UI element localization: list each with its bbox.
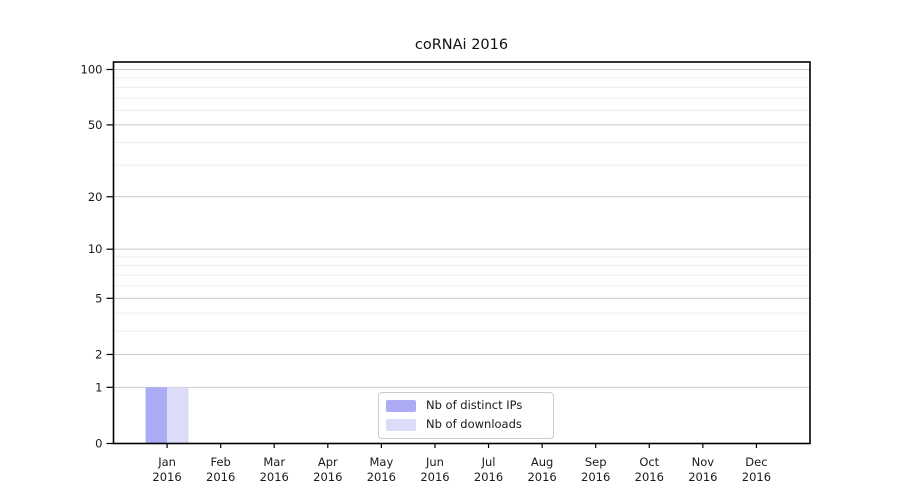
- y-tick-label: 50: [88, 118, 103, 132]
- x-tick-label-year: 2016: [367, 470, 396, 484]
- y-tick-label: 0: [95, 437, 102, 451]
- x-tick-label-year: 2016: [420, 470, 449, 484]
- x-axis-ticks-labels: Jan2016Feb2016Mar2016Apr2016May2016Jun20…: [152, 443, 771, 484]
- x-tick-label-month: Jun: [425, 455, 444, 469]
- x-tick-label-year: 2016: [152, 470, 181, 484]
- y-tick-label: 20: [88, 190, 103, 204]
- x-tick-label-month: Mar: [263, 455, 285, 469]
- y-tick-label: 10: [88, 242, 103, 256]
- y-tick-label: 5: [95, 291, 102, 305]
- x-tick-label-month: Oct: [639, 455, 659, 469]
- gridlines-major: [113, 69, 810, 388]
- x-tick-label-year: 2016: [527, 470, 556, 484]
- x-tick-label-year: 2016: [206, 470, 235, 484]
- x-tick-label-month: Jul: [481, 455, 496, 469]
- x-tick-label-year: 2016: [635, 470, 664, 484]
- legend-swatch-downloads: [386, 419, 416, 431]
- x-tick-label-month: Nov: [692, 455, 715, 469]
- x-tick-label-month: May: [369, 455, 393, 469]
- x-tick-label-month: Feb: [210, 455, 230, 469]
- x-tick-label-month: Jan: [157, 455, 176, 469]
- axis-frame: [112, 61, 811, 445]
- bar-jan-series1: [167, 387, 189, 444]
- bar-jan-series0: [145, 387, 168, 444]
- bars: [145, 387, 189, 444]
- y-axis-ticks-labels: 0 1 2 5 10 20 50 100: [81, 63, 114, 451]
- legend-swatch-distinct-ips: [386, 400, 416, 412]
- x-tick-label-year: 2016: [742, 470, 771, 484]
- x-tick-label-year: 2016: [688, 470, 717, 484]
- x-tick-label-month: Dec: [745, 455, 767, 469]
- chart-title: coRNAi 2016: [414, 37, 509, 53]
- x-tick-label-month: Aug: [531, 455, 553, 469]
- legend-entry-distinct-ips: Nb of distinct IPs: [386, 400, 545, 412]
- y-tick-label: 100: [81, 63, 103, 77]
- x-tick-label-month: Sep: [585, 455, 607, 469]
- x-tick-label-year: 2016: [313, 470, 342, 484]
- x-tick-label-year: 2016: [581, 470, 610, 484]
- legend-label-distinct-ips: Nb of distinct IPs: [426, 398, 523, 413]
- legend-entry-downloads: Nb of downloads: [386, 419, 545, 431]
- x-tick-label-month: Apr: [318, 455, 338, 469]
- gridlines-minor: [113, 77, 810, 332]
- x-tick-label-year: 2016: [260, 470, 289, 484]
- legend-label-downloads: Nb of downloads: [426, 417, 522, 432]
- y-tick-label: 2: [95, 347, 102, 361]
- y-tick-label: 1: [95, 380, 102, 394]
- x-tick-label-year: 2016: [474, 470, 503, 484]
- legend: Nb of distinct IPs Nb of downloads: [378, 392, 554, 439]
